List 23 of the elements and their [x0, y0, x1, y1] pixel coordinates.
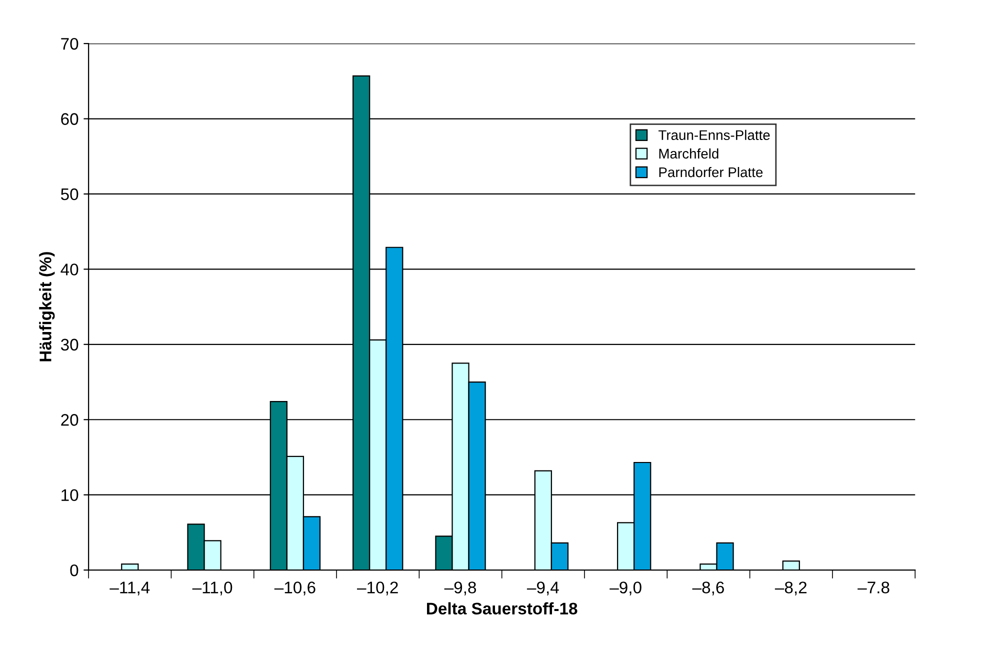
x-tick-label: –9,0	[610, 582, 642, 596]
x-tick-label: –10,6	[274, 582, 316, 596]
x-tick-label: –11,0	[192, 582, 232, 596]
y-axis-title: Häufigkeit (%)	[39, 252, 55, 362]
y-tick-label: 20	[61, 414, 78, 426]
x-tick-label: –10,2	[357, 582, 398, 596]
legend-label: Traun-Enns-Platte	[658, 130, 770, 140]
x-tick-label: –7.8	[858, 582, 890, 594]
y-tick-label: 30	[60, 338, 78, 351]
legend-label: Parndorfer Platte	[659, 166, 763, 178]
x-tick-label: –8,6	[692, 582, 724, 596]
y-tick-label: 70	[61, 38, 78, 50]
y-tick-label: 0	[70, 564, 78, 576]
x-tick-label: –11,4	[110, 582, 150, 596]
y-tick-label: 60	[61, 113, 78, 125]
legend-label: Marchfeld	[659, 148, 718, 159]
x-tick-label: –9,8	[444, 582, 476, 596]
x-axis-title: Delta Sauerstoff-18	[427, 602, 578, 614]
y-tick-label: 50	[60, 188, 78, 200]
x-tick-label: –9,4	[526, 582, 559, 596]
x-tick-label: –8,2	[774, 582, 807, 596]
y-tick-label: 10	[62, 489, 78, 502]
y-tick-label: 40	[60, 264, 78, 276]
